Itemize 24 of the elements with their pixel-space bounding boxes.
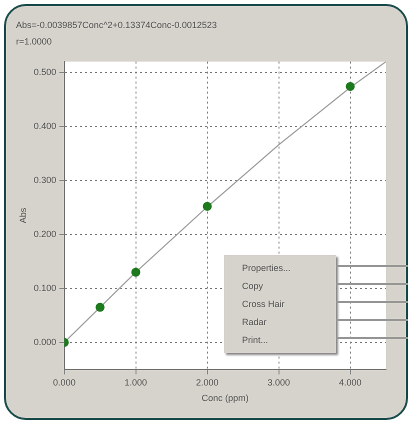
point: [346, 82, 355, 91]
x-tick-label: 2.000: [196, 377, 219, 388]
y-tick-label: 0.000: [34, 336, 56, 347]
y-axis-title: Abs: [18, 207, 28, 224]
y-tick-label: 0.400: [34, 120, 56, 131]
chart-subtitle: r=1.0000: [16, 36, 52, 47]
point: [96, 302, 105, 312]
x-tick-label: 1.000: [124, 377, 148, 388]
point: [202, 202, 212, 211]
x-tick-label: 3.000: [268, 377, 290, 388]
chart-title: Abs=-0.0039857Conc^2+0.13374Conc-0.0012523: [16, 20, 217, 30]
point: [131, 268, 140, 277]
x-tick-label: 4.000: [338, 377, 362, 388]
annotation: Copy: [241, 280, 264, 293]
annotation: Radar: [241, 316, 268, 329]
y-tick-label: 0.200: [34, 228, 56, 239]
x-tick-label: 0.000: [53, 377, 76, 388]
y-tick-label: 0.300: [34, 174, 56, 185]
annotation: Cross Hair: [241, 298, 286, 311]
annotation: Print...: [241, 334, 270, 347]
annotation: Properties...: [241, 262, 292, 275]
y-tick-label: 0.100: [34, 282, 56, 293]
y-tick-label: 0.500: [34, 66, 56, 77]
x-axis-title: Conc (ppm): [202, 393, 249, 404]
